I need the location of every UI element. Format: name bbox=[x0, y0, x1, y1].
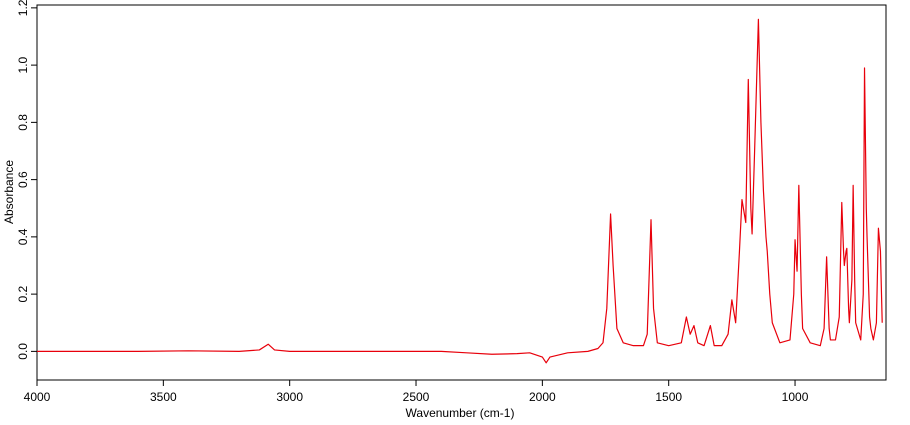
x-tick-label: 4000 bbox=[24, 390, 51, 404]
y-tick-label: 0.2 bbox=[16, 285, 30, 302]
y-tick-label: 0.6 bbox=[16, 171, 30, 188]
x-tick-label: 1000 bbox=[782, 390, 809, 404]
x-axis-label: Wavenumber (cm-1) bbox=[406, 406, 515, 420]
y-axis-label: Absorbance bbox=[2, 160, 16, 224]
x-tick-label: 1500 bbox=[655, 390, 682, 404]
y-tick-label: 0.8 bbox=[16, 114, 30, 131]
x-tick-label: 2000 bbox=[529, 390, 556, 404]
x-tick-label: 3000 bbox=[276, 390, 303, 404]
x-tick-label: 3500 bbox=[150, 390, 177, 404]
y-tick-label: 1.2 bbox=[16, 0, 30, 16]
plot-frame bbox=[36, 4, 887, 381]
y-tick-label: 0.0 bbox=[16, 343, 30, 360]
spectrum-line bbox=[37, 18, 883, 364]
x-tick-label: 2500 bbox=[403, 390, 430, 404]
y-tick-label: 0.4 bbox=[16, 228, 30, 245]
y-tick-label: 1.0 bbox=[16, 56, 30, 73]
